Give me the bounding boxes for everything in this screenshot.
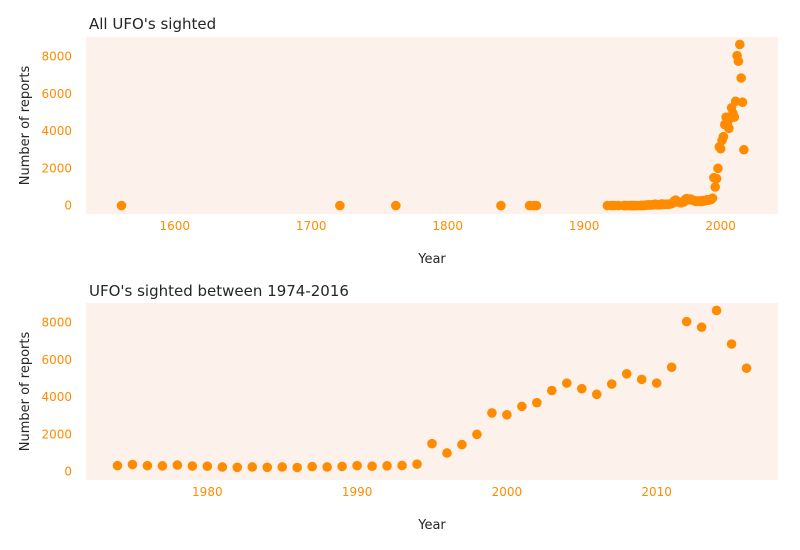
data-point (739, 144, 749, 155)
y-tick-label: 4000 (41, 124, 72, 138)
y-tick-label: 0 (64, 465, 72, 479)
data-points-1974-2016 (112, 305, 752, 473)
data-point (531, 200, 542, 211)
y-tick-label: 0 (64, 199, 72, 213)
data-point (262, 462, 273, 473)
data-point (733, 56, 744, 67)
x-tick-label: 1900 (569, 219, 600, 233)
x-axis-label-all-years: Year (417, 252, 446, 267)
data-point (496, 200, 506, 211)
data-point (391, 200, 401, 211)
data-point (562, 378, 572, 388)
data-point (547, 385, 557, 396)
data-point (711, 305, 722, 316)
x-tick-label: 2000 (492, 485, 523, 499)
data-point (741, 363, 752, 374)
data-point (157, 461, 168, 471)
data-points-all-years (116, 39, 749, 211)
data-point (127, 459, 138, 470)
data-point (517, 401, 527, 412)
data-point (247, 462, 258, 472)
y-tick-label: 6000 (41, 87, 72, 101)
data-point (337, 461, 347, 472)
y-tick-label: 4000 (41, 390, 72, 404)
chart-panel-1974-2016: UFO's sighted between 1974-2016 Year Num… (18, 282, 778, 533)
y-tick-label: 8000 (41, 50, 72, 64)
data-point (636, 374, 647, 385)
data-point (367, 461, 377, 472)
data-point (606, 379, 617, 389)
data-point (112, 460, 123, 471)
plot-area-1974-2016 (86, 303, 778, 480)
y-tick-label: 2000 (41, 427, 72, 441)
x-tick-label: 2000 (705, 219, 736, 233)
x-tick-label: 1600 (159, 219, 190, 233)
data-point (711, 173, 722, 184)
data-point (487, 408, 497, 418)
data-point (472, 429, 482, 440)
data-point (724, 123, 734, 134)
data-point (736, 73, 746, 83)
data-point (307, 461, 317, 472)
data-point (715, 143, 726, 154)
y-tick-label: 6000 (41, 353, 72, 367)
data-point (232, 462, 243, 473)
data-point (382, 461, 392, 471)
data-point (172, 460, 183, 470)
data-point (442, 448, 452, 458)
chart-title-all-years: All UFO's sighted (89, 15, 216, 33)
x-tick-label: 2010 (641, 485, 672, 499)
data-point (427, 438, 437, 449)
data-point (335, 200, 345, 211)
data-point (412, 459, 422, 469)
data-point (187, 461, 198, 471)
x-tick-label: 1800 (432, 219, 463, 233)
y-ticks-1974-2016: 0 2000 4000 6000 8000 (41, 316, 72, 479)
data-point (591, 389, 602, 400)
y-axis-label-1974-2016: Number of reports (18, 332, 33, 452)
data-point (202, 461, 213, 472)
data-point (142, 460, 153, 471)
x-tick-label: 1990 (342, 485, 373, 499)
plot-area-all-years (86, 37, 778, 214)
data-point (292, 462, 302, 473)
data-point (532, 397, 542, 408)
data-point (737, 97, 748, 108)
data-point (718, 131, 729, 142)
data-point (116, 200, 127, 211)
y-ticks-all-years: 0 2000 4000 6000 8000 (41, 50, 72, 213)
data-point (621, 369, 632, 379)
chart-title-1974-2016: UFO's sighted between 1974-2016 (89, 282, 349, 300)
data-point (457, 439, 467, 450)
data-point (707, 193, 718, 203)
chart-panel-all-years: All UFO's sighted Year Number of reports… (18, 15, 778, 267)
data-point (651, 378, 662, 388)
data-point (734, 39, 745, 50)
data-point (666, 362, 677, 373)
data-point (710, 182, 721, 192)
data-point (352, 460, 362, 471)
data-point (681, 316, 692, 327)
data-point (696, 322, 707, 333)
data-point (277, 462, 288, 472)
x-axis-label-1974-2016: Year (417, 518, 446, 533)
y-tick-label: 8000 (41, 316, 72, 330)
x-tick-label: 1980 (192, 485, 223, 499)
data-point (726, 339, 737, 349)
x-ticks-all-years: 1600 1700 1800 1900 2000 (159, 219, 736, 233)
x-ticks-1974-2016: 1980 1990 2000 2010 (192, 485, 672, 499)
data-point (217, 462, 228, 472)
data-point (576, 383, 587, 394)
x-tick-label: 1700 (296, 219, 327, 233)
y-tick-label: 2000 (41, 161, 72, 175)
y-axis-label-all-years: Number of reports (18, 66, 33, 186)
data-point (502, 409, 512, 420)
data-point (729, 112, 740, 122)
data-point (713, 163, 723, 174)
data-point (397, 460, 407, 471)
data-point (322, 462, 332, 472)
